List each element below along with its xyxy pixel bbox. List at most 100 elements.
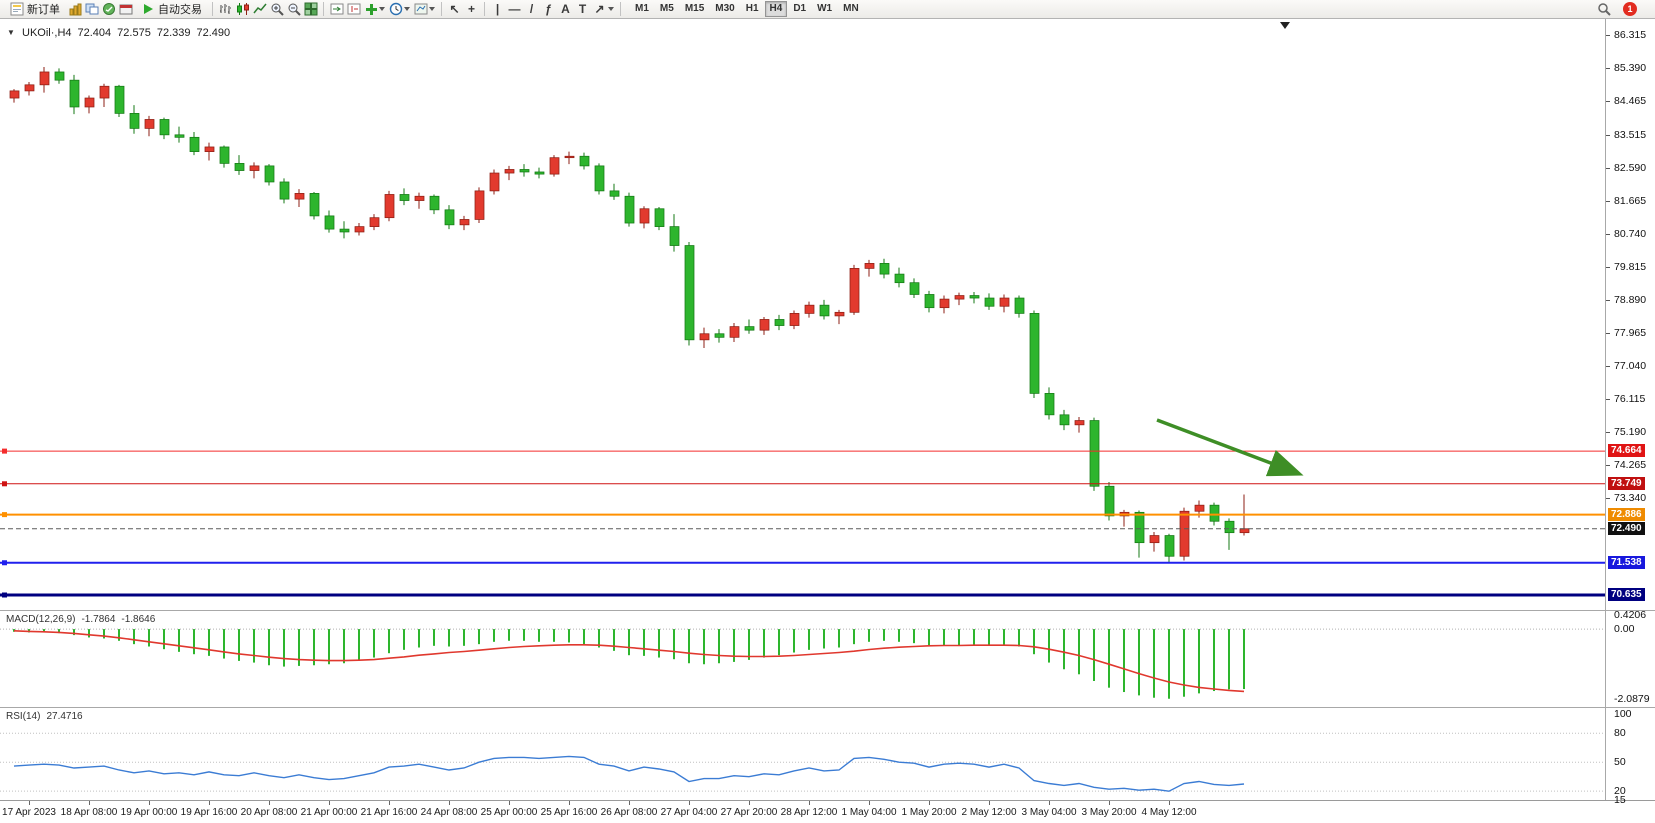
- arrows-dropdown-caret[interactable]: [608, 7, 614, 11]
- time-axis-tick: [629, 801, 630, 805]
- rsi-value: 27.4716: [46, 711, 83, 722]
- line-chart-icon[interactable]: [252, 2, 267, 17]
- autotrading-button[interactable]: 自动交易: [135, 1, 207, 18]
- price-level-label: 73.749: [1608, 476, 1645, 490]
- time-axis-tick: [269, 801, 270, 805]
- time-label: 17 Apr 2023: [2, 807, 56, 818]
- price-tick-label: 77.040: [1614, 360, 1647, 373]
- timeframe-m1[interactable]: M1: [630, 1, 654, 17]
- macd-axis-label: 0.4206: [1614, 609, 1647, 621]
- price-axis[interactable]: 86.315 85.390 84.465 83.515 82.590 81.665 80.7…: [1605, 19, 1655, 806]
- price-tick-label: 83.515: [1614, 129, 1647, 141]
- new-order-button[interactable]: 新订单: [4, 1, 65, 18]
- periods-clock-icon[interactable]: [388, 2, 403, 17]
- auto-scroll-icon[interactable]: [329, 2, 344, 17]
- templates-icon[interactable]: [413, 2, 428, 17]
- price-tick-label: 78.890: [1614, 294, 1647, 307]
- toolbar-separator: [484, 2, 485, 16]
- timeframe-m30[interactable]: M30: [710, 1, 739, 17]
- rsi-axis-label: 15: [1614, 794, 1626, 806]
- crosshair-icon[interactable]: +: [467, 2, 475, 16]
- time-axis-tick: [29, 801, 30, 805]
- macd-chart[interactable]: [0, 611, 1605, 707]
- time-label: 4 May 12:00: [1141, 807, 1197, 818]
- time-axis-tick: [689, 801, 690, 805]
- price-level-label: 72.490: [1608, 521, 1645, 535]
- notification-badge[interactable]: 1: [1623, 2, 1637, 16]
- rsi-panel[interactable]: RSI(14) 27.4716: [0, 708, 1605, 800]
- time-axis[interactable]: 17 Apr 2023 18 Apr 08:00 19 Apr 00:00 19 Ap…: [0, 800, 1655, 823]
- macd-axis-label: -2.0879: [1614, 693, 1650, 705]
- templates-dropdown-caret[interactable]: [429, 7, 435, 11]
- price-tick-label: 82.590: [1614, 162, 1647, 175]
- chart-open-value: 72.404: [77, 27, 112, 39]
- timeframe-mn[interactable]: MN: [838, 1, 864, 17]
- macd-panel[interactable]: MACD(12,26,9) -1.7864 -1.8646: [0, 611, 1605, 707]
- price-axis-tick: [1606, 398, 1610, 400]
- price-tick-label: 76.115: [1614, 393, 1646, 406]
- time-label: 3 May 20:00: [1081, 807, 1137, 818]
- chart-low-value: 72.339: [156, 27, 191, 39]
- search-icon[interactable]: [1596, 2, 1611, 17]
- timeframe-m5[interactable]: M5: [655, 1, 679, 17]
- time-label: 19 Apr 00:00: [120, 807, 178, 818]
- symbol-dropdown-icon[interactable]: ▼: [7, 28, 15, 37]
- time-axis-tick: [809, 801, 810, 805]
- time-label: 20 Apr 08:00: [240, 807, 298, 818]
- price-chart-panel[interactable]: ▼ UKOil·,H4 72.404 72.575 72.339 72.490: [0, 19, 1605, 610]
- rsi-chart[interactable]: [0, 708, 1605, 800]
- time-label: 28 Apr 12:00: [780, 807, 838, 818]
- macd-main-value: -1.7864: [81, 614, 116, 625]
- arrows-tool-icon[interactable]: ↗: [594, 2, 605, 16]
- time-axis-tick: [509, 801, 510, 805]
- label-tool-icon[interactable]: T: [578, 2, 587, 16]
- price-tick-label: 85.390: [1614, 62, 1647, 75]
- trendline-tool-icon[interactable]: /: [529, 2, 534, 16]
- new-chart-icon[interactable]: [67, 2, 82, 17]
- toolbar-right-group: 1: [1596, 2, 1651, 17]
- text-tool-icon[interactable]: A: [561, 2, 570, 16]
- rsi-label: RSI(14) 27.4716: [6, 711, 83, 722]
- terminal-icon[interactable]: [118, 2, 133, 17]
- autotrading-play-icon: [140, 2, 155, 17]
- chart-shift-icon[interactable]: [346, 2, 361, 17]
- timeframe-group: M1 M5 M15 M30 H1 H4 D1 W1 MN: [630, 1, 864, 17]
- candlestick-chart-icon[interactable]: [235, 2, 250, 17]
- price-level-label: 72.886: [1608, 507, 1645, 521]
- price-tick-label: 84.465: [1614, 95, 1647, 108]
- time-axis-tick: [89, 801, 90, 805]
- timeframe-w1[interactable]: W1: [812, 1, 837, 17]
- cursor-icon[interactable]: ↖: [449, 2, 460, 16]
- price-axis-tick: [1606, 464, 1610, 466]
- time-axis-tick: [749, 801, 750, 805]
- fibonacci-tool-icon[interactable]: ƒ: [545, 2, 552, 16]
- horizontal-line-tool-icon[interactable]: —: [508, 2, 521, 16]
- toolbar-separator: [323, 2, 324, 16]
- chart-symbol-period: UKOil·,H4: [22, 27, 72, 39]
- indicators-dropdown-caret[interactable]: [379, 7, 385, 11]
- tile-windows-icon[interactable]: [303, 2, 318, 17]
- panel-splitter[interactable]: [0, 610, 1655, 611]
- market-watch-icon[interactable]: [101, 2, 116, 17]
- timeframe-h1[interactable]: H1: [741, 1, 764, 17]
- time-axis-tick: [869, 801, 870, 805]
- price-axis-tick: [1606, 332, 1610, 334]
- new-order-icon: [9, 2, 24, 17]
- timeframe-h4[interactable]: H4: [764, 1, 788, 17]
- panel-splitter[interactable]: [0, 707, 1655, 708]
- time-label: 2 May 12:00: [961, 807, 1017, 818]
- indicators-add-icon[interactable]: [363, 2, 378, 17]
- toolbar-separator: [620, 2, 621, 16]
- price-axis-tick: [1606, 100, 1610, 102]
- timeframe-m15[interactable]: M15: [680, 1, 709, 17]
- profiles-icon[interactable]: [84, 2, 99, 17]
- timeframe-d1[interactable]: D1: [788, 1, 811, 17]
- vertical-line-tool-icon[interactable]: |: [495, 2, 500, 16]
- periods-dropdown-caret[interactable]: [404, 7, 410, 11]
- zoom-out-icon[interactable]: [286, 2, 301, 17]
- time-label: 19 Apr 16:00: [180, 807, 238, 818]
- candlestick-chart[interactable]: [0, 19, 1605, 610]
- bar-chart-icon[interactable]: [218, 2, 233, 17]
- new-order-label: 新订单: [27, 4, 60, 16]
- zoom-in-icon[interactable]: [269, 2, 284, 17]
